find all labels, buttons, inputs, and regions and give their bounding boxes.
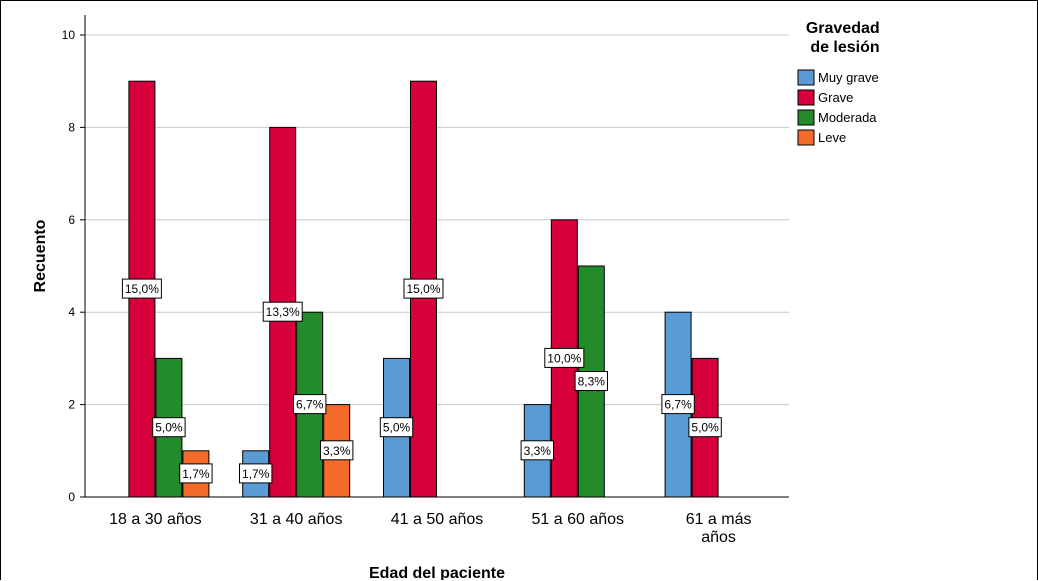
data-label-text: 10,0%	[547, 351, 581, 365]
x-tick-label-line: años	[701, 529, 736, 546]
x-tick-labels: 18 a 30 años 31 a 40 años 41 a 50 años 51 a…	[109, 511, 751, 546]
legend: Gravedad de lesión Muy grave Grave Moderad…	[797, 20, 884, 146]
legend-swatch	[797, 89, 815, 106]
legend-items: Muy grave Grave Moderada Leve	[797, 69, 879, 146]
data-label-text: 5,0%	[383, 421, 411, 435]
data-label: 10,0%	[544, 347, 585, 368]
legend-title-line-2: de lesión	[810, 39, 879, 56]
legend-label: Leve	[818, 130, 846, 145]
data-label-box	[121, 278, 162, 299]
data-label-box	[152, 417, 186, 438]
legend-item: Muy grave	[797, 69, 879, 86]
data-label: 6,7%	[661, 394, 695, 415]
y-tick-labels: 0 2 4 6 8 10	[62, 28, 85, 504]
data-label: 13,3%	[262, 301, 303, 322]
legend-title-line-1: Gravedad	[806, 20, 880, 37]
axes	[84, 15, 789, 498]
data-label: 5,0%	[379, 417, 414, 438]
data-label-text: 8,3%	[578, 375, 606, 389]
data-label-text: 1,7%	[182, 467, 210, 481]
data-label-text: 6,7%	[296, 398, 324, 412]
data-label-box	[262, 301, 303, 322]
data-label-text: 6,7%	[664, 398, 692, 412]
x-tick-label: 61 a más años	[686, 511, 752, 546]
data-label: 3,3%	[520, 440, 554, 461]
data-label: 15,0%	[121, 278, 162, 299]
x-tick-label: 51 a 60 años	[532, 511, 625, 528]
data-labels: 15,0% 5,0% 1,7% 1,7% 13,3% 6,7% 3,3% 5,0% 15,0% 3…	[121, 278, 722, 484]
legend-item: Leve	[797, 129, 846, 146]
data-label-text: 13,3%	[266, 305, 300, 319]
legend-swatch	[797, 109, 815, 126]
y-axis-title: Recuento	[32, 219, 49, 292]
data-label-box	[179, 463, 213, 484]
data-label-text: 1,7%	[242, 467, 270, 481]
data-label-text: 5,0%	[155, 421, 183, 435]
data-label: 5,0%	[152, 417, 186, 438]
data-label-box	[688, 417, 722, 438]
legend-label: Moderada	[818, 110, 877, 125]
data-label-box	[403, 278, 444, 299]
x-tick-label-line: 51 a 60 años	[532, 511, 625, 528]
legend-swatch	[797, 129, 815, 146]
data-label-box	[574, 371, 608, 391]
data-label-box	[379, 417, 414, 438]
data-label: 1,7%	[179, 463, 213, 484]
legend-label: Muy grave	[818, 70, 879, 85]
x-tick-label-line: 61 a más	[686, 511, 752, 528]
data-label: 8,3%	[574, 371, 608, 391]
data-label-text: 3,3%	[524, 444, 552, 458]
legend-item: Grave	[797, 89, 853, 106]
legend-swatch	[797, 69, 815, 86]
data-label-box	[239, 463, 273, 484]
legend-label: Grave	[818, 90, 853, 105]
data-label-box	[293, 394, 327, 415]
data-label: 1,7%	[239, 463, 273, 484]
x-tick-label: 41 a 50 años	[391, 511, 484, 528]
data-label-text: 15,0%	[125, 282, 159, 296]
x-tick-label-line: 18 a 30 años	[109, 511, 202, 528]
data-label-box	[544, 347, 585, 368]
data-label: 15,0%	[403, 278, 444, 299]
x-axis-title: Edad del paciente	[369, 565, 505, 580]
data-label: 3,3%	[320, 440, 354, 461]
data-label-text: 5,0%	[691, 421, 719, 435]
data-label-box	[320, 440, 354, 461]
y-tick-label: 4	[68, 305, 75, 319]
y-tick-label: 8	[68, 120, 75, 134]
data-label: 6,7%	[293, 394, 327, 415]
x-tick-label-line: 31 a 40 años	[250, 511, 343, 528]
legend-title: Gravedad de lesión	[806, 20, 884, 56]
data-label-box	[520, 440, 554, 461]
legend-item: Moderada	[797, 109, 877, 126]
y-tick-label: 2	[68, 398, 75, 412]
x-tick-label: 18 a 30 años	[109, 511, 202, 528]
y-tick-label: 10	[62, 28, 76, 42]
y-tick-label: 6	[68, 213, 75, 227]
data-label: 5,0%	[688, 417, 722, 438]
data-label-text: 15,0%	[406, 282, 440, 296]
data-label-box	[661, 394, 695, 415]
data-label-text: 3,3%	[323, 444, 351, 458]
y-tick-label: 0	[68, 490, 75, 504]
x-tick-label: 31 a 40 años	[250, 511, 343, 528]
x-tick-label-line: 41 a 50 años	[391, 511, 484, 528]
